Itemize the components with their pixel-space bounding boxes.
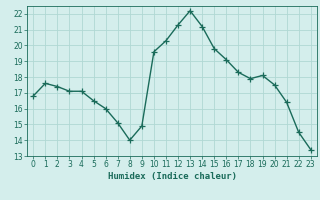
X-axis label: Humidex (Indice chaleur): Humidex (Indice chaleur) <box>108 172 236 181</box>
